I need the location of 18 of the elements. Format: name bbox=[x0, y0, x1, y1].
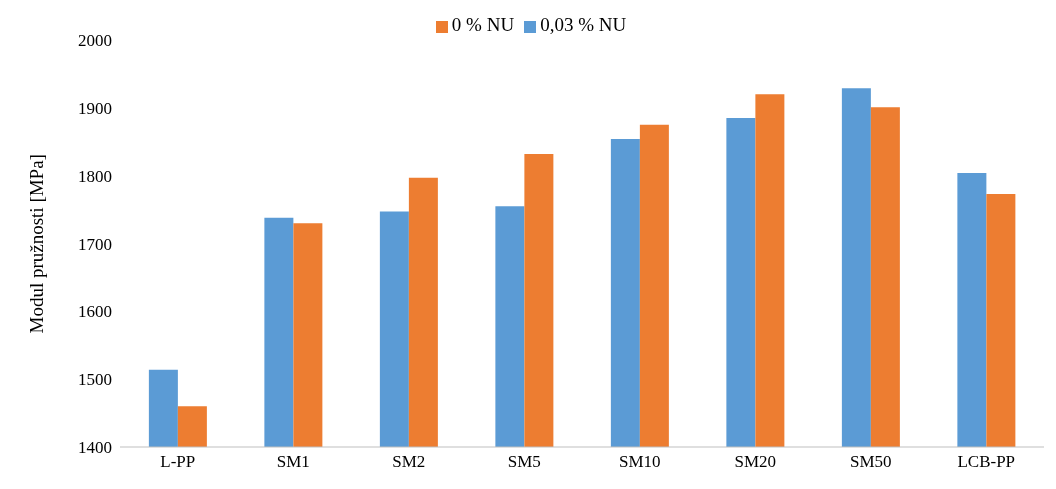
x-tick-label: SM50 bbox=[849, 452, 892, 472]
y-tick-label: 1600 bbox=[78, 302, 112, 322]
y-tick-label: 1500 bbox=[78, 370, 112, 390]
y-tick-label: 1700 bbox=[78, 234, 112, 254]
y-axis-title: Modul pružnosti [MPa] bbox=[25, 154, 47, 334]
y-tick-label: 1900 bbox=[78, 98, 112, 118]
x-tick-label: SM2 bbox=[392, 452, 426, 472]
x-tick-label: SM5 bbox=[507, 452, 541, 472]
y-tick-label: 1400 bbox=[78, 438, 112, 458]
x-tick-label: SM20 bbox=[734, 452, 777, 472]
x-tick-label: L-PP bbox=[160, 452, 196, 472]
legend-label: 0,03 % NU bbox=[540, 14, 627, 35]
x-tick-label: LCB-PP bbox=[957, 452, 1016, 472]
x-tick-label: SM1 bbox=[276, 452, 310, 472]
x-tick-label: SM10 bbox=[618, 452, 661, 472]
legend-label: 0 % NU bbox=[451, 14, 515, 35]
y-tick-label: 1800 bbox=[78, 166, 112, 186]
y-tick-label: 2000 bbox=[78, 31, 112, 51]
